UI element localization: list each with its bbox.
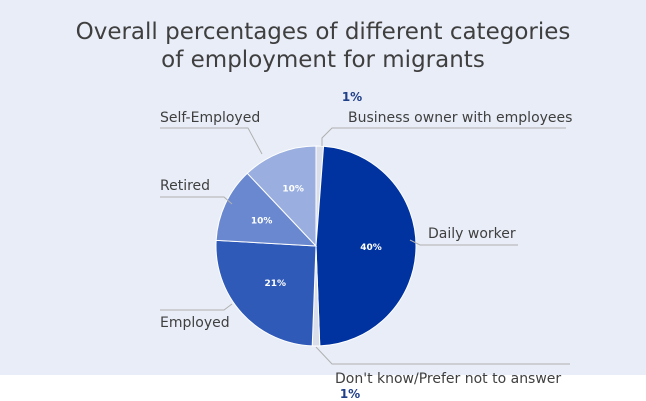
- value-label-self-employed: 10%: [282, 184, 304, 194]
- pie-slice-retired: [215, 172, 318, 247]
- leader-line-don-t-know-prefer-not-to-answer: [315, 346, 570, 365]
- leader-line-employed: [160, 303, 233, 311]
- pie-slice-employed: [215, 239, 317, 347]
- category-label-employed: Employed: [160, 315, 230, 331]
- leader-line-daily-worker: [409, 239, 518, 246]
- category-label-self-employed: Self-Employed: [160, 110, 260, 126]
- value-label-business-owner-with-employees: 1%: [342, 90, 362, 104]
- chart-title-line-1: Overall percentages of different categor…: [75, 19, 571, 45]
- chart-bottom-strip: [0, 375, 646, 401]
- leader-line-self-employed: [160, 127, 263, 155]
- category-label-don-t-know-prefer-not-to-answer: Don't know/Prefer not to answer: [335, 371, 561, 387]
- chart-title: Overall percentages of different categor…: [0, 18, 646, 74]
- category-label-retired: Retired: [160, 178, 210, 194]
- category-label-business-owner-with-employees: Business owner with employees: [348, 110, 572, 126]
- value-label-employed: 21%: [265, 279, 287, 289]
- chart-title-line-2: of employment for migrants: [161, 47, 485, 73]
- pie-labels: 1% Business owner with employees 40% Daily …: [160, 90, 572, 401]
- category-label-daily-worker: Daily worker: [428, 226, 516, 242]
- value-label-retired: 10%: [251, 217, 273, 227]
- leader-line-business-owner-with-employees: [321, 127, 566, 146]
- pie-slice-daily-worker: [315, 145, 417, 347]
- pie-slices: [215, 145, 417, 347]
- value-label-daily-worker: 40%: [360, 243, 382, 253]
- leader-line-retired: [160, 196, 233, 205]
- pie-slice-self-employed: [246, 145, 317, 248]
- value-label-don-t-know-prefer-not-to-answer: 1%: [340, 387, 360, 401]
- leader-lines: [160, 127, 570, 365]
